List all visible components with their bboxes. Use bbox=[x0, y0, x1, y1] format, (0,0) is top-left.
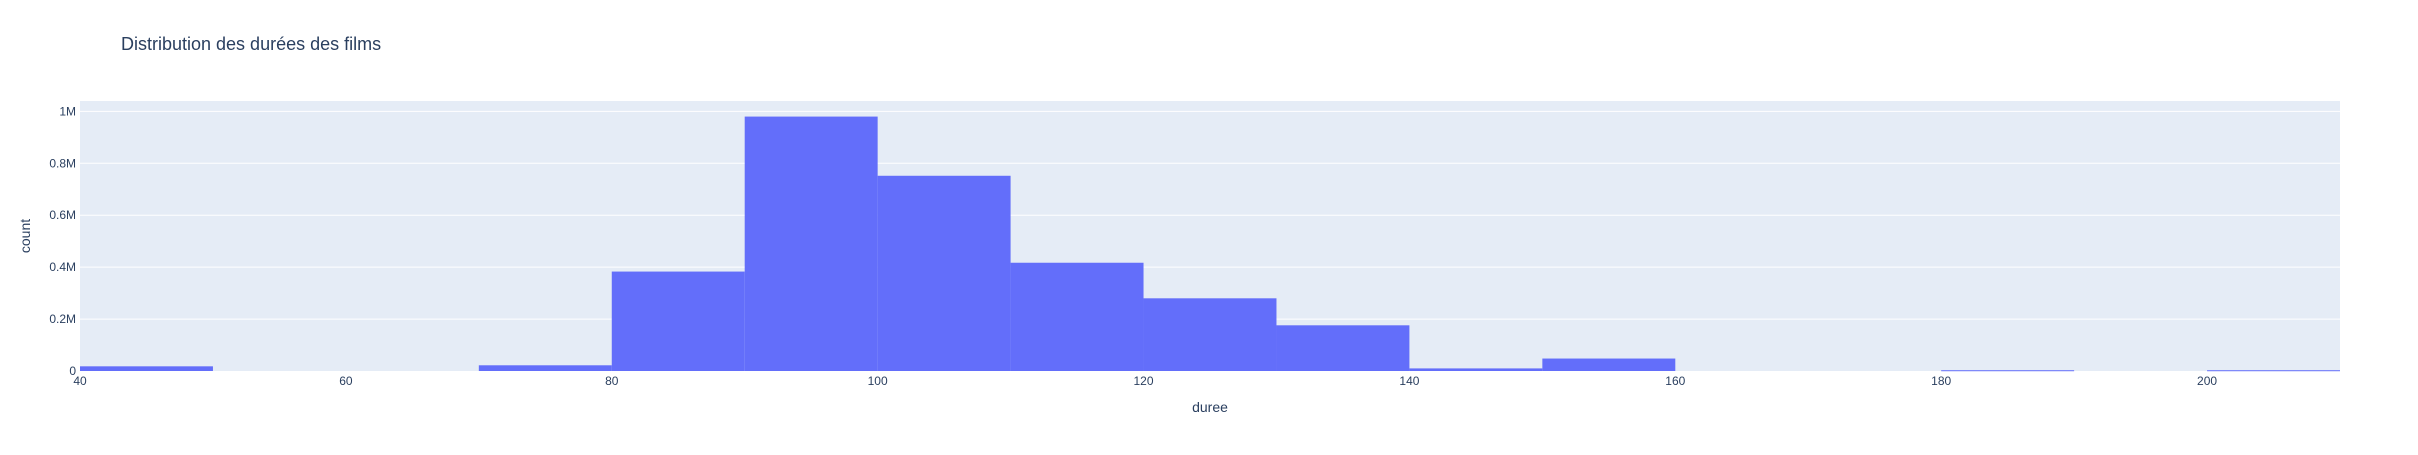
x-tick-label: 100 bbox=[868, 374, 888, 388]
histogram-bar bbox=[744, 116, 878, 371]
histogram-bar bbox=[1010, 262, 1144, 371]
bar-layer bbox=[80, 116, 2340, 372]
x-tick-label: 200 bbox=[2197, 374, 2217, 388]
y-axis-title: count bbox=[17, 219, 33, 253]
y-tick-label: 0 bbox=[69, 364, 76, 378]
x-tick-label: 120 bbox=[1134, 374, 1154, 388]
x-tick-label: 80 bbox=[605, 374, 619, 388]
y-tick-labels: 0 0.2M 0.4M 0.6M 0.8M 1M bbox=[49, 104, 76, 378]
grid-layer bbox=[80, 110, 2340, 320]
histogram-bar bbox=[2207, 370, 2340, 372]
histogram-bar bbox=[611, 271, 745, 371]
y-tick-label: 0.4M bbox=[49, 260, 76, 274]
x-axis-title: duree bbox=[1192, 399, 1228, 415]
histogram-bar bbox=[1276, 325, 1410, 371]
y-tick-label: 0.6M bbox=[49, 208, 76, 222]
y-tick-label: 0.8M bbox=[49, 156, 76, 170]
histogram-bar bbox=[1143, 298, 1277, 371]
histogram-bar bbox=[1409, 368, 1543, 371]
x-tick-label: 140 bbox=[1399, 374, 1419, 388]
y-tick-label: 0.2M bbox=[49, 312, 76, 326]
histogram-bar bbox=[1542, 358, 1676, 371]
x-tick-label: 40 bbox=[73, 374, 87, 388]
x-tick-label: 160 bbox=[1665, 374, 1685, 388]
y-tick-label: 1M bbox=[59, 104, 76, 118]
histogram-bar bbox=[1941, 370, 2075, 372]
chart-title: Distribution des durées des films bbox=[121, 34, 381, 54]
histogram-bar bbox=[80, 366, 213, 371]
x-tick-label: 60 bbox=[339, 374, 353, 388]
histogram-bar bbox=[877, 175, 1011, 371]
histogram-bar bbox=[478, 365, 612, 371]
x-tick-label: 180 bbox=[1931, 374, 1951, 388]
x-tick-labels: 40 60 80 100 120 140 160 180 200 bbox=[73, 374, 2217, 388]
